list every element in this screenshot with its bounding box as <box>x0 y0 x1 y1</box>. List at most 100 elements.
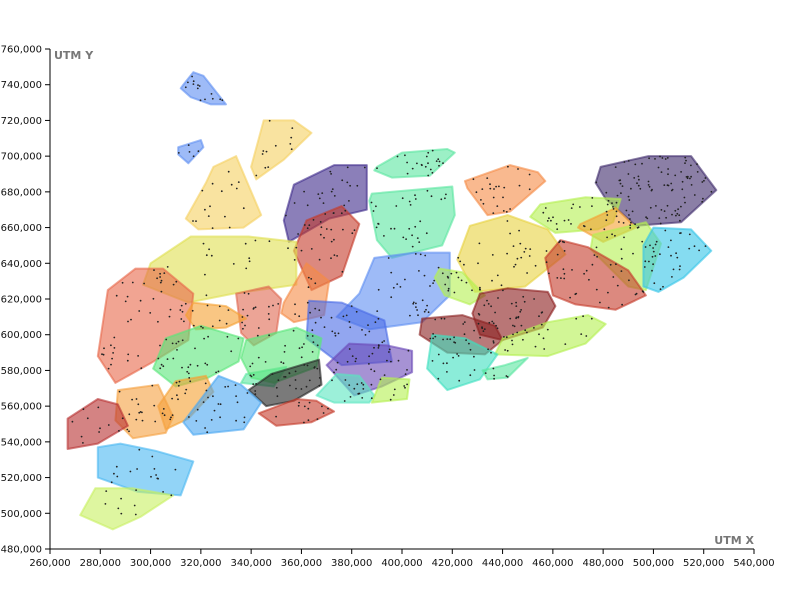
data-point <box>704 245 707 248</box>
data-point <box>483 328 486 330</box>
data-point <box>235 395 238 397</box>
data-point <box>639 187 642 190</box>
data-point <box>423 310 426 313</box>
data-point <box>82 408 85 411</box>
data-point <box>404 373 407 375</box>
data-point <box>651 255 654 258</box>
data-point <box>494 311 496 314</box>
data-point <box>370 368 372 371</box>
data-point <box>392 286 395 289</box>
data-point <box>330 240 333 243</box>
data-point <box>686 177 689 180</box>
data-point <box>181 366 183 369</box>
data-point <box>179 309 182 311</box>
data-point <box>606 203 609 206</box>
data-point <box>637 184 640 187</box>
data-point <box>459 260 462 263</box>
data-point <box>196 408 199 411</box>
data-point <box>252 374 255 376</box>
data-point <box>319 233 322 236</box>
data-point <box>115 465 118 468</box>
data-point <box>526 272 528 274</box>
data-point <box>667 168 669 170</box>
data-point <box>482 202 485 205</box>
data-point <box>310 278 313 280</box>
data-point <box>228 226 231 229</box>
data-point <box>212 395 214 398</box>
data-point <box>651 269 653 272</box>
data-point <box>118 430 120 432</box>
y-tick-label: 660,000 <box>1 223 42 234</box>
data-point <box>424 165 427 168</box>
data-point <box>667 184 670 187</box>
data-point <box>533 327 535 329</box>
data-point <box>271 373 274 375</box>
data-point <box>301 346 303 349</box>
data-point <box>219 98 222 101</box>
data-point <box>101 353 103 356</box>
data-point <box>441 272 444 275</box>
data-point <box>371 352 374 355</box>
data-point <box>204 382 207 385</box>
data-point <box>469 374 472 377</box>
data-point <box>137 355 140 357</box>
data-point <box>627 195 630 198</box>
data-point <box>194 347 196 350</box>
data-point <box>285 214 287 217</box>
data-point <box>529 248 532 251</box>
data-point <box>477 312 480 315</box>
data-point <box>438 160 441 163</box>
data-point <box>107 424 110 426</box>
data-point <box>614 166 617 169</box>
data-point <box>235 419 238 422</box>
data-point <box>507 165 509 168</box>
data-point <box>321 405 323 408</box>
data-point <box>128 413 131 416</box>
data-point <box>426 189 429 192</box>
data-point <box>520 324 523 327</box>
data-point <box>318 309 321 312</box>
data-point <box>224 215 226 218</box>
data-point <box>268 240 271 243</box>
data-point <box>321 192 324 195</box>
data-point <box>676 212 679 215</box>
data-point <box>370 383 373 386</box>
data-point <box>670 254 672 257</box>
data-point <box>204 427 207 429</box>
data-point <box>423 274 426 277</box>
data-point <box>160 279 163 282</box>
data-point <box>331 188 334 191</box>
data-point <box>388 351 390 353</box>
y-tick-label: 700,000 <box>1 152 42 163</box>
data-point <box>307 276 310 279</box>
data-point <box>607 199 610 202</box>
data-point <box>297 404 300 407</box>
data-point <box>241 316 244 318</box>
data-point <box>585 269 588 272</box>
data-point <box>211 325 214 328</box>
data-point <box>644 246 647 248</box>
data-point <box>249 374 252 377</box>
data-point <box>341 270 344 273</box>
data-point <box>291 127 294 129</box>
data-point <box>690 175 692 178</box>
data-point <box>314 307 317 310</box>
data-point <box>670 239 672 242</box>
data-point <box>272 304 274 307</box>
data-point <box>254 390 257 392</box>
data-point <box>295 246 298 249</box>
data-point <box>107 367 110 370</box>
data-point <box>204 208 206 211</box>
data-point <box>421 299 424 302</box>
data-point <box>331 330 334 333</box>
data-point <box>618 221 620 223</box>
data-point <box>165 338 168 341</box>
data-point <box>473 329 475 332</box>
data-point <box>275 386 278 389</box>
data-point <box>306 204 309 207</box>
data-point <box>442 362 445 365</box>
data-point <box>375 226 378 229</box>
data-point <box>621 303 623 306</box>
data-point <box>453 341 455 343</box>
data-point <box>184 86 187 89</box>
